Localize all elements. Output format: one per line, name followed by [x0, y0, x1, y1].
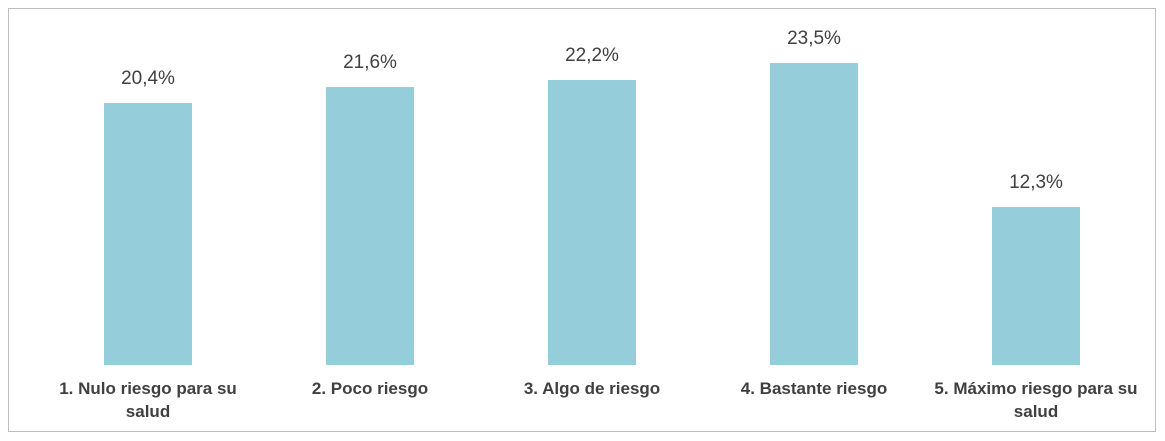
x-tick-label: 2. Poco riesgo [311, 379, 429, 398]
bar [104, 102, 192, 365]
bar [326, 87, 414, 365]
x-tick-label: 4. Bastante riesgo [740, 379, 888, 398]
bar [548, 79, 636, 365]
data-label: 22,2% [565, 44, 619, 66]
data-label: 21,6% [343, 52, 397, 74]
bar [992, 206, 1080, 365]
data-label: 23,5% [787, 28, 841, 50]
data-label: 12,3% [1009, 171, 1063, 193]
x-tick-label: 1. Nulo riesgo para su salud [59, 379, 237, 421]
x-tick-label: 3. Algo de riesgo [523, 379, 661, 398]
data-label: 20,4% [121, 67, 175, 89]
x-tick-label: 5. Máximo riesgo para su salud [934, 379, 1138, 421]
chart-frame [8, 8, 1156, 432]
bar [770, 63, 858, 365]
